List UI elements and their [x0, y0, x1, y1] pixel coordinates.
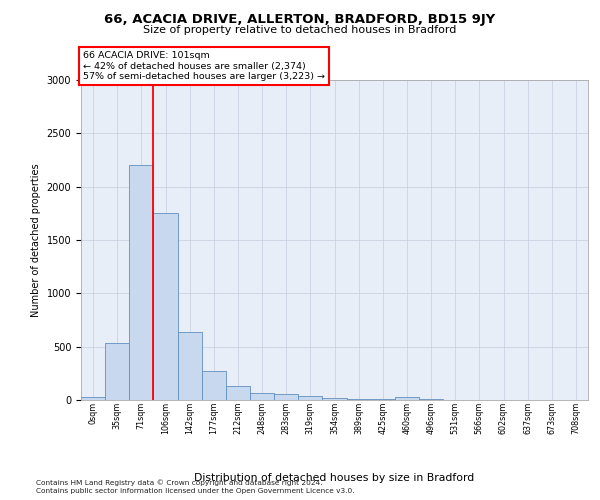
Bar: [226, 386, 250, 400]
Text: Contains public sector information licensed under the Open Government Licence v3: Contains public sector information licen…: [36, 488, 355, 494]
Bar: [347, 399, 371, 400]
X-axis label: Distribution of detached houses by size in Bradford: Distribution of detached houses by size …: [194, 473, 475, 483]
Bar: [178, 332, 202, 400]
Bar: [250, 392, 274, 400]
Bar: [129, 166, 154, 400]
Bar: [202, 371, 226, 400]
Bar: [419, 399, 443, 400]
Text: Contains HM Land Registry data © Crown copyright and database right 2024.: Contains HM Land Registry data © Crown c…: [36, 480, 323, 486]
Text: Size of property relative to detached houses in Bradford: Size of property relative to detached ho…: [143, 25, 457, 35]
Text: 66, ACACIA DRIVE, ALLERTON, BRADFORD, BD15 9JY: 66, ACACIA DRIVE, ALLERTON, BRADFORD, BD…: [104, 12, 496, 26]
Bar: [154, 214, 178, 400]
Text: 66 ACACIA DRIVE: 101sqm
← 42% of detached houses are smaller (2,374)
57% of semi: 66 ACACIA DRIVE: 101sqm ← 42% of detache…: [83, 52, 325, 81]
Bar: [298, 396, 322, 400]
Bar: [322, 398, 347, 400]
Bar: [395, 397, 419, 400]
Bar: [274, 394, 298, 400]
Bar: [105, 344, 129, 400]
Y-axis label: Number of detached properties: Number of detached properties: [31, 163, 41, 317]
Bar: [81, 397, 105, 400]
